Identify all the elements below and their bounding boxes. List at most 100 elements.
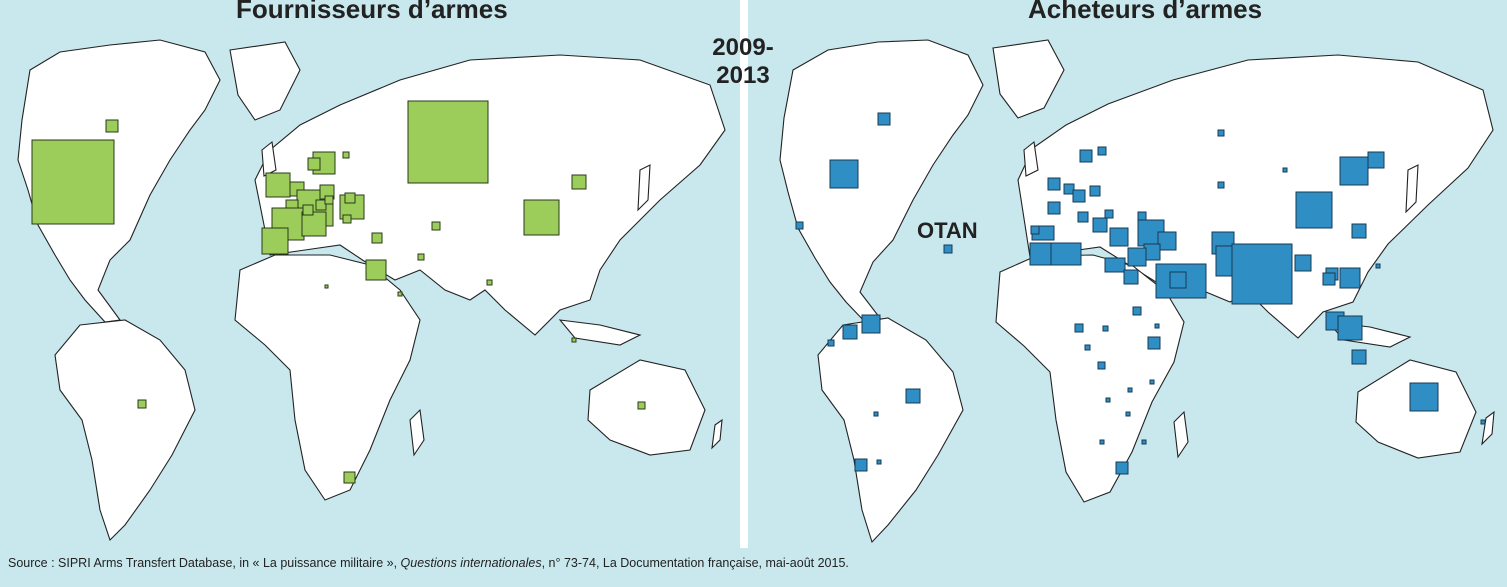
land-south-america [817, 317, 964, 544]
period-start-year: 2009- [712, 34, 774, 61]
buyer-square-peru [873, 411, 879, 417]
buyer-square-japan [1367, 151, 1385, 169]
land-uk [1023, 140, 1039, 177]
buyer-square-ecuador [827, 339, 835, 347]
buyer-square-chile [854, 458, 868, 472]
supplier-square-norway [307, 157, 321, 171]
buyer-square-germany [1072, 189, 1086, 203]
buyer-square-botswana [1141, 439, 1147, 445]
buyer-square-zambia [1127, 387, 1133, 393]
buyer-square-australia [1409, 382, 1439, 412]
land-south-america [54, 319, 196, 542]
buyer-square-jordan [1123, 269, 1139, 285]
buyer-square-sudan [1132, 306, 1142, 316]
buyer-square-oman [1169, 271, 1187, 289]
supplier-square-iran [417, 253, 425, 261]
buyer-square-colombia [861, 314, 881, 334]
buyers-map-title: Acheteurs d’armes [1024, 0, 1267, 25]
supplier-squares [31, 100, 646, 484]
supplier-square-uk [265, 172, 291, 198]
buyer-square-algeria [1050, 242, 1082, 266]
buyer-square-mongolia [1217, 129, 1225, 137]
supplier-square-austria [315, 199, 327, 211]
buyer-square-syria [1127, 247, 1147, 267]
buyer-square-uk [1047, 177, 1061, 191]
supplier-square-finland [342, 151, 350, 159]
supplier-square-israel [365, 259, 387, 281]
buyer-square-france [1047, 201, 1061, 215]
supplier-square-russia [407, 100, 489, 184]
land-masses [779, 39, 1495, 544]
buyer-squares [795, 112, 1486, 475]
supplier-square-poland [324, 195, 334, 205]
buyer-square-singapore [1337, 315, 1363, 341]
land-uk [261, 140, 277, 177]
buyer-square-norway [1079, 149, 1093, 163]
buyer-square-venezuela [842, 324, 858, 340]
buyer-square-egypt [1104, 257, 1126, 273]
buyer-square-italy [1077, 211, 1089, 223]
land-madagascar [1173, 410, 1189, 459]
land-madagascar [409, 408, 425, 457]
period-end-year: 2013 [716, 62, 770, 89]
land-africa [234, 254, 421, 501]
supplier-square-turkey [371, 232, 383, 244]
buyer-square-canada [877, 112, 891, 126]
source-citation: Source : SIPRI Arms Transfert Database, … [8, 556, 849, 570]
buyer-square-new-zealand [1480, 419, 1486, 425]
suppliers-map-title: Fournisseurs d’armes [232, 0, 512, 25]
buyer-square-argentina [876, 459, 882, 465]
supplier-square-brazil [137, 399, 147, 409]
buyer-square-kenya [1147, 336, 1161, 350]
panel-divider [740, 0, 748, 548]
supplier-square-switzerland [302, 204, 314, 216]
buyers-map [779, 39, 1495, 544]
supplier-square-canada [105, 119, 119, 133]
buyer-square-vietnam [1339, 267, 1361, 289]
buyer-square-brazil [905, 388, 921, 404]
source-journal: Questions internationales [400, 556, 542, 570]
buyer-square-bangladesh [1294, 254, 1312, 272]
supplier-square-italy [301, 211, 327, 237]
buyer-square-greece [1092, 217, 1108, 233]
source-prefix: Source : SIPRI Arms Transfert Database, … [8, 556, 401, 570]
buyer-square-nigeria [1074, 323, 1084, 333]
land-indonesia [558, 319, 642, 346]
supplier-square-india [486, 279, 493, 286]
buyer-square-azerbaijan [1137, 211, 1147, 221]
supplier-square-spain [261, 227, 289, 255]
otan-label: OTAN [917, 218, 978, 243]
buyer-square-cameroon [1084, 344, 1091, 351]
supplier-square-south-korea [571, 174, 587, 190]
buyer-square-netherlands [1063, 183, 1075, 195]
land-japan [637, 164, 651, 212]
land-greenland [229, 41, 301, 121]
buyer-square-indonesia [1351, 349, 1367, 365]
land-new-zealand [711, 418, 723, 450]
buyer-square-turkey [1109, 227, 1129, 247]
suppliers-map [17, 39, 726, 542]
buyer-square-thailand [1322, 272, 1336, 286]
buyer-square-kazakhstan [1217, 181, 1225, 189]
period-label: 2009- 2013 [703, 34, 783, 90]
buyer-square-romania [1104, 209, 1114, 219]
buyer-square-ghana [1097, 361, 1106, 370]
buyer-square-nepal [1282, 167, 1288, 173]
buyer-square-otan [943, 244, 953, 254]
supplier-square-uae [397, 291, 403, 297]
buyer-square-ethiopia [1154, 323, 1160, 329]
source-suffix: , n° 73-74, La Documentation française, … [541, 556, 849, 570]
supplier-square-australia [637, 401, 646, 410]
buyer-square-usa [829, 159, 859, 189]
supplier-square-libya [324, 284, 329, 289]
buyer-square-namibia [1099, 439, 1105, 445]
buyer-square-south-korea [1339, 156, 1369, 186]
buyers-map-panel: Acheteurs d’armes [748, 0, 1507, 548]
buyer-square-poland [1089, 185, 1101, 197]
land-australia [587, 359, 706, 456]
supplier-square-usa [31, 139, 115, 225]
buyer-square-south-africa [1115, 461, 1129, 475]
supplier-square-kazakhstan [431, 221, 441, 231]
land-north-america [779, 39, 984, 326]
supplier-square-china [523, 199, 560, 236]
